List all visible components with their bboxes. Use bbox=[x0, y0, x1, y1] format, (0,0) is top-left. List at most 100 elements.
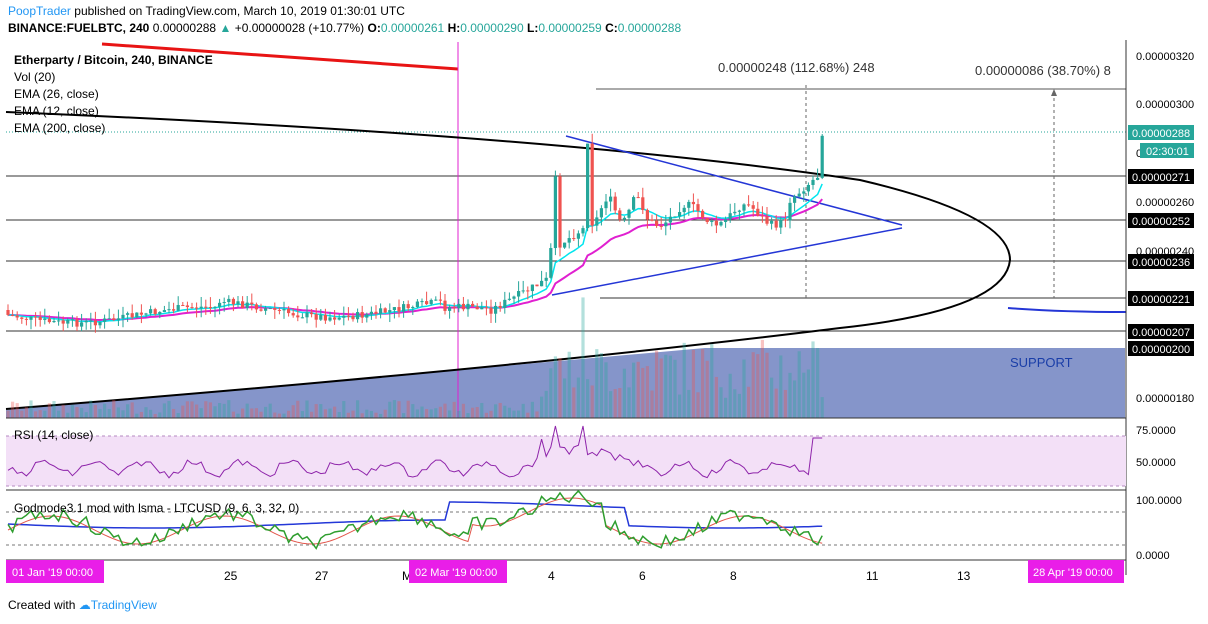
volume-bar bbox=[84, 412, 88, 418]
volume-bar bbox=[503, 405, 507, 418]
volume-bar bbox=[38, 410, 42, 418]
candle-body bbox=[360, 312, 364, 318]
godmode-main-line[interactable] bbox=[7, 489, 823, 550]
volume-bar bbox=[553, 356, 557, 418]
volume-bar bbox=[420, 406, 424, 418]
volume-bar bbox=[406, 400, 410, 418]
volume-bar bbox=[323, 409, 327, 418]
volume-bar bbox=[43, 410, 47, 418]
time-axis[interactable]: 01 Jan '19 00:00 25 27 M 02 Mar '19 00:0… bbox=[6, 560, 1124, 583]
volume-bar bbox=[655, 350, 659, 418]
volume-bar bbox=[213, 406, 217, 418]
time-marker-jan-bg bbox=[6, 560, 104, 583]
candle-body bbox=[457, 303, 461, 309]
godmode-title[interactable]: Godmode3.1 mod with lsma - LTCUSD (9, 6,… bbox=[14, 501, 299, 515]
candle-body bbox=[507, 298, 511, 300]
volume-bar bbox=[443, 403, 447, 418]
tradingview-logo-icon[interactable]: ☁ bbox=[78, 598, 91, 612]
candle-body bbox=[668, 216, 672, 223]
price-label-288: 0.00000288 bbox=[1132, 128, 1190, 140]
curved-arc-line[interactable] bbox=[5, 111, 1012, 410]
volume-bar bbox=[765, 352, 769, 418]
candle-body bbox=[664, 222, 668, 227]
candle-body bbox=[517, 291, 521, 297]
candle-body bbox=[756, 208, 760, 216]
candle-body bbox=[553, 176, 557, 249]
volume-bar bbox=[351, 410, 355, 418]
rsi-line[interactable] bbox=[7, 425, 823, 479]
triangle-lower-line[interactable] bbox=[551, 227, 903, 296]
price-tick-partial: 0 bbox=[1136, 148, 1142, 160]
candle-body bbox=[130, 313, 134, 318]
volume-bar bbox=[236, 413, 240, 418]
candle-body bbox=[494, 305, 498, 314]
triangle-upper-line[interactable] bbox=[565, 135, 903, 226]
measure-arrow-icon bbox=[1051, 89, 1057, 96]
godmode-lsma-line[interactable] bbox=[7, 501, 823, 529]
candle-body bbox=[480, 307, 484, 310]
volume-bar bbox=[558, 358, 562, 418]
candle-body bbox=[144, 313, 148, 315]
volume-bar bbox=[576, 377, 580, 418]
volume-bar bbox=[480, 402, 484, 418]
volume-bar bbox=[93, 405, 97, 418]
price-label-271: 0.00000271 bbox=[1132, 172, 1190, 184]
volume-bar bbox=[590, 385, 594, 418]
volume-bar bbox=[471, 407, 475, 418]
candle-body bbox=[659, 225, 663, 227]
ema-26-line[interactable] bbox=[7, 198, 823, 322]
support-zone[interactable] bbox=[705, 348, 1125, 418]
candle-body bbox=[719, 221, 723, 226]
candle-body bbox=[250, 302, 254, 305]
candle-body bbox=[116, 318, 120, 321]
volume-bar bbox=[627, 387, 631, 418]
volume-bar bbox=[392, 400, 396, 418]
candle-body bbox=[572, 238, 576, 240]
rsi-title[interactable]: RSI (14, close) bbox=[14, 428, 93, 442]
volume-bar bbox=[747, 386, 751, 418]
candle-body bbox=[765, 216, 769, 224]
legend-ema200[interactable]: EMA (200, close) bbox=[14, 121, 105, 135]
candle-body bbox=[737, 210, 741, 212]
candle-body bbox=[11, 314, 15, 316]
volume-bar bbox=[333, 406, 337, 418]
candle-body bbox=[563, 242, 567, 248]
time-tick-25: 25 bbox=[224, 569, 238, 583]
candle-body bbox=[558, 176, 562, 248]
volume-bar bbox=[379, 413, 383, 418]
legend-vol[interactable]: Vol (20) bbox=[14, 70, 55, 84]
candle-body bbox=[793, 196, 797, 203]
price-axis[interactable]: 0.00000320 0.00000300 0 0.00000260 0.000… bbox=[1128, 51, 1194, 405]
candle-body bbox=[438, 299, 442, 301]
legend-ema26[interactable]: EMA (26, close) bbox=[14, 87, 99, 101]
volume-bar bbox=[425, 409, 429, 418]
ema-12-line[interactable] bbox=[7, 183, 823, 323]
price-tick-260: 0.00000260 bbox=[1136, 197, 1194, 209]
candle-body bbox=[636, 197, 640, 199]
candle-body bbox=[365, 314, 369, 318]
legend-ema12[interactable]: EMA (12, close) bbox=[14, 104, 99, 118]
volume-bar bbox=[760, 339, 764, 418]
volume-bar bbox=[227, 400, 231, 418]
volume-bar bbox=[70, 404, 74, 418]
candle-body bbox=[190, 307, 194, 309]
red-trendline[interactable] bbox=[101, 42, 459, 71]
candle-body bbox=[236, 301, 240, 305]
candle-body bbox=[512, 296, 516, 299]
volume-bar bbox=[158, 412, 162, 418]
candle-body bbox=[590, 143, 594, 226]
candle-body bbox=[379, 308, 383, 314]
volume-bar bbox=[402, 413, 406, 418]
chart-legend: Etherparty / Bitcoin, 240, BINANCE Vol (… bbox=[14, 53, 213, 135]
volume-bar bbox=[130, 402, 134, 418]
tradingview-logo-text[interactable]: TradingView bbox=[90, 598, 157, 612]
candle-body bbox=[241, 301, 245, 309]
volume-bar bbox=[66, 412, 70, 418]
publisher-name[interactable]: PoopTrader bbox=[8, 4, 71, 18]
volume-bar bbox=[268, 403, 272, 418]
time-tick-6: 6 bbox=[639, 569, 646, 583]
volume-bar bbox=[310, 411, 314, 418]
candle-body bbox=[227, 298, 231, 303]
price-chart[interactable]: SUPPORT 0.00000248 (112.68%) 248 0.00000… bbox=[0, 40, 1208, 592]
candle-body bbox=[434, 299, 438, 301]
